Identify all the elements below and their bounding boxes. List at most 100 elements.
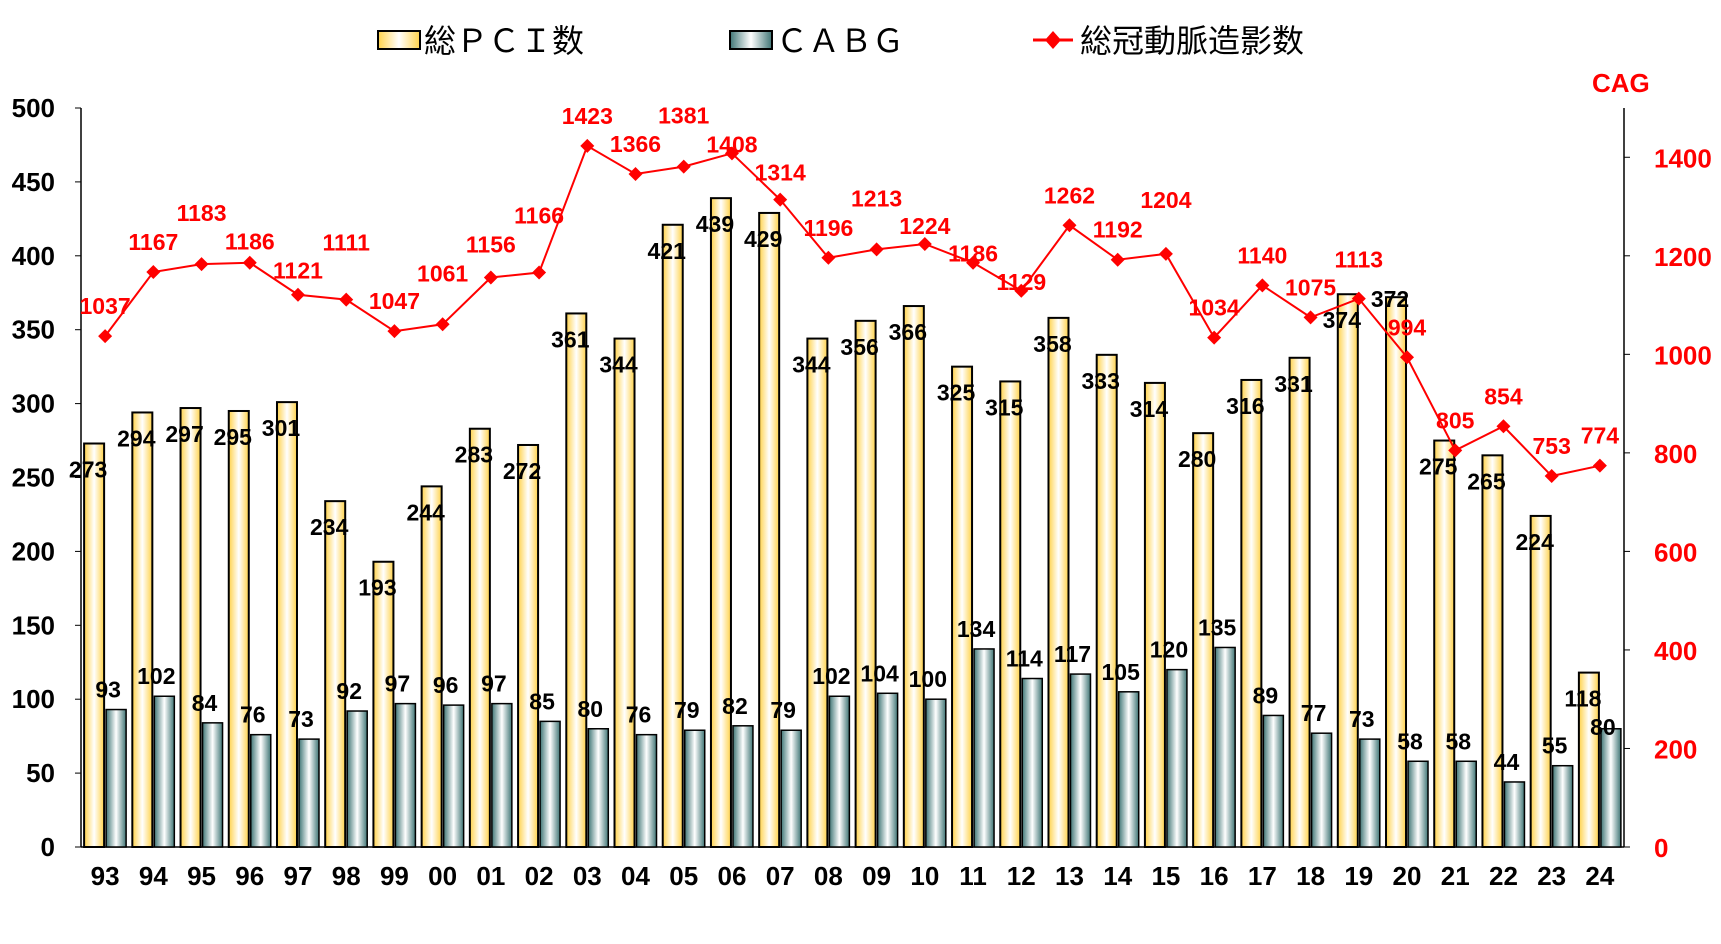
pci-data-label: 224 bbox=[1515, 529, 1554, 555]
pci-bar bbox=[951, 365, 974, 848]
cag-data-label: 1408 bbox=[706, 131, 757, 157]
cag-marker bbox=[98, 329, 113, 344]
cabg-data-label: 80 bbox=[578, 696, 604, 722]
pci-data-label: 372 bbox=[1371, 286, 1409, 312]
x-axis-tick-label: 09 bbox=[862, 861, 891, 891]
pci-data-label: 356 bbox=[840, 334, 878, 360]
pci-bar bbox=[1529, 514, 1552, 848]
x-axis-tick-label: 16 bbox=[1200, 861, 1229, 891]
x-axis-tick-label: 93 bbox=[91, 861, 120, 891]
cabg-bar bbox=[153, 695, 176, 848]
x-axis-tick-label: 97 bbox=[284, 861, 313, 891]
x-axis-tick-label: 11 bbox=[959, 861, 987, 891]
cabg-data-label: 58 bbox=[1397, 728, 1423, 754]
cabg-bar bbox=[587, 728, 610, 848]
left-axis-tick-label: 400 bbox=[12, 241, 55, 271]
cag-data-label: 1196 bbox=[803, 215, 853, 241]
cag-marker bbox=[1351, 291, 1366, 306]
pci-data-label: 295 bbox=[214, 424, 253, 450]
pci-data-label: 316 bbox=[1226, 393, 1264, 419]
cabg-bar bbox=[201, 722, 224, 848]
left-axis-tick-label: 100 bbox=[12, 684, 55, 714]
cag-data-label: 1213 bbox=[851, 185, 902, 211]
x-axis-tick-label: 22 bbox=[1489, 861, 1518, 891]
pci-data-label: 244 bbox=[406, 499, 445, 525]
right-axis-tick-label: 1200 bbox=[1654, 242, 1712, 272]
pci-data-label: 421 bbox=[648, 238, 687, 264]
x-axis-tick-label: 03 bbox=[573, 861, 602, 891]
cag-marker bbox=[290, 287, 305, 302]
pci-data-label: 234 bbox=[310, 514, 349, 540]
cag-data-label: 1192 bbox=[1093, 217, 1143, 243]
cag-data-label: 774 bbox=[1581, 423, 1620, 449]
cabg-bar bbox=[250, 733, 272, 848]
cabg-data-label: 76 bbox=[240, 702, 266, 728]
legend-swatch-pci bbox=[377, 30, 421, 50]
right-axis-tick-label: 1400 bbox=[1654, 143, 1712, 173]
cag-marker bbox=[1544, 469, 1559, 484]
cabg-bar bbox=[635, 733, 658, 848]
pci-data-label: 333 bbox=[1082, 368, 1120, 394]
cabg-bar bbox=[973, 648, 995, 848]
pci-data-label: 361 bbox=[551, 326, 590, 352]
x-axis-tick-label: 95 bbox=[187, 861, 216, 891]
pci-data-label: 280 bbox=[1178, 446, 1216, 472]
pci-bar bbox=[324, 500, 347, 848]
cag-marker bbox=[966, 255, 981, 270]
pci-bar bbox=[806, 337, 829, 848]
pci-data-label: 439 bbox=[696, 211, 734, 237]
cag-marker bbox=[1400, 350, 1415, 365]
pci-data-label: 344 bbox=[599, 352, 638, 378]
pci-data-label: 374 bbox=[1323, 307, 1362, 333]
cag-marker bbox=[1592, 458, 1607, 473]
cabg-data-label: 114 bbox=[1006, 646, 1043, 672]
cag-data-label: 1167 bbox=[128, 229, 178, 255]
x-axis-tick-label: 18 bbox=[1296, 861, 1325, 891]
cag-data-label: 1034 bbox=[1189, 295, 1240, 321]
left-axis-tick-label: 500 bbox=[12, 93, 55, 123]
pci-data-label: 325 bbox=[937, 380, 976, 406]
pci-bar bbox=[1336, 293, 1359, 848]
cabg-bar bbox=[1021, 677, 1044, 848]
x-axis-tick-label: 14 bbox=[1103, 861, 1132, 891]
legend-marker-cag bbox=[1045, 31, 1061, 49]
pci-bar bbox=[468, 427, 491, 848]
x-axis-tick-label: 23 bbox=[1537, 861, 1566, 891]
cag-data-label: 1140 bbox=[1237, 242, 1287, 268]
x-axis-tick-label: 04 bbox=[621, 861, 650, 891]
x-axis-tick-label: 12 bbox=[1007, 861, 1036, 891]
pci-data-label: 331 bbox=[1274, 371, 1313, 397]
cag-data-label: 1111 bbox=[323, 230, 371, 256]
pci-bar bbox=[372, 560, 395, 848]
cag-marker bbox=[773, 192, 788, 207]
cabg-bar bbox=[1551, 764, 1574, 848]
cag-data-label: 753 bbox=[1532, 433, 1570, 459]
cabg-bar bbox=[1262, 714, 1285, 848]
pci-bar bbox=[1288, 356, 1311, 848]
cabg-data-label: 97 bbox=[481, 671, 507, 697]
cabg-bar bbox=[539, 720, 561, 848]
right-axis-tick-label: 800 bbox=[1654, 439, 1697, 469]
pci-data-label: 314 bbox=[1130, 396, 1169, 422]
pci-bar bbox=[854, 319, 877, 849]
pci-data-label: 193 bbox=[358, 575, 396, 601]
cag-data-label: 1366 bbox=[610, 131, 661, 157]
cag-marker bbox=[821, 250, 836, 265]
pci-bar bbox=[565, 312, 588, 848]
left-axis-tick-label: 450 bbox=[12, 167, 55, 197]
cabg-data-label: 100 bbox=[909, 666, 947, 692]
cabg-bar bbox=[298, 738, 320, 848]
pci-bar bbox=[709, 197, 732, 848]
cag-marker bbox=[1496, 419, 1511, 434]
cabg-bar bbox=[828, 695, 851, 848]
x-axis-tick-label: 21 bbox=[1441, 861, 1470, 891]
cabg-bar bbox=[1503, 781, 1526, 848]
cag-marker bbox=[628, 167, 643, 182]
pci-data-label: 301 bbox=[262, 415, 301, 441]
x-axis-tick-label: 94 bbox=[139, 861, 168, 891]
pci-bar bbox=[758, 211, 781, 849]
legend-label-cabg: ＣＡＢＧ bbox=[776, 22, 904, 60]
x-axis-tick-label: 17 bbox=[1248, 861, 1277, 891]
cag-marker bbox=[387, 324, 402, 339]
